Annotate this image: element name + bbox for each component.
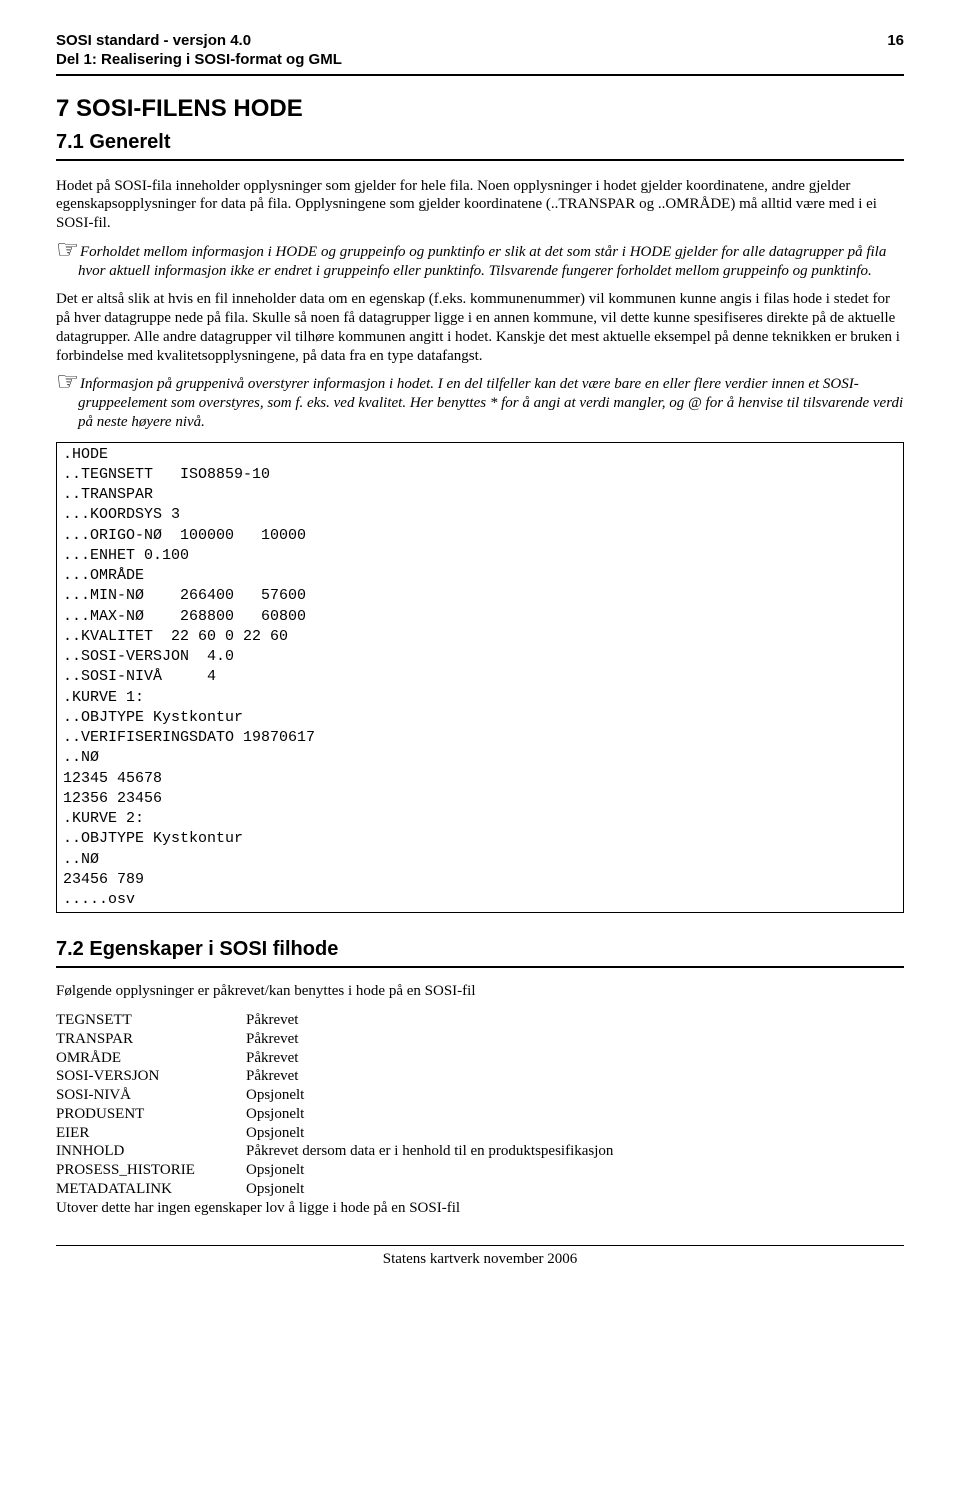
table-row: PRODUSENT Opsjonelt xyxy=(56,1105,904,1124)
prop-name: SOSI-NIVÅ xyxy=(56,1086,246,1105)
paragraph: Det er altså slik at hvis en fil innehol… xyxy=(56,290,904,365)
prop-name: TEGNSETT xyxy=(56,1011,246,1030)
header-subtitle: Del 1: Realisering i SOSI-format og GML xyxy=(56,51,904,70)
heading-2: 7.1 Generelt xyxy=(56,130,904,157)
prop-value: Påkrevet xyxy=(246,1067,904,1086)
prop-value: Påkrevet xyxy=(246,1049,904,1068)
table-row: SOSI-NIVÅ Opsjonelt xyxy=(56,1086,904,1105)
page-header: SOSI standard - versjon 4.0 16 Del 1: Re… xyxy=(56,32,904,70)
heading-2-block: 7.2 Egenskaper i SOSI filhode xyxy=(56,937,904,968)
note-text: Informasjon på gruppenivå overstyrer inf… xyxy=(78,376,903,430)
table-row: SOSI-VERSJON Påkrevet xyxy=(56,1067,904,1086)
properties-table: TEGNSETT Påkrevet TRANSPAR Påkrevet OMRÅ… xyxy=(56,1011,904,1199)
paragraph: Følgende opplysninger er påkrevet/kan be… xyxy=(56,982,904,1001)
prop-name: EIER xyxy=(56,1124,246,1143)
note-block: ☞Forholdet mellom informasjon i HODE og … xyxy=(56,243,904,281)
prop-name: INNHOLD xyxy=(56,1142,246,1161)
page-number: 16 xyxy=(887,32,904,51)
table-row: PROSESS_HISTORIE Opsjonelt xyxy=(56,1161,904,1180)
heading-2: 7.2 Egenskaper i SOSI filhode xyxy=(56,937,904,964)
prop-name: PROSESS_HISTORIE xyxy=(56,1161,246,1180)
prop-name: METADATALINK xyxy=(56,1180,246,1199)
prop-value: Opsjonelt xyxy=(246,1124,904,1143)
prop-name: SOSI-VERSJON xyxy=(56,1067,246,1086)
code-block: .HODE ..TEGNSETT ISO8859-10 ..TRANSPAR .… xyxy=(56,442,904,914)
prop-value: Opsjonelt xyxy=(246,1180,904,1199)
header-title: SOSI standard - versjon 4.0 xyxy=(56,32,251,51)
prop-value: Påkrevet xyxy=(246,1011,904,1030)
header-rule xyxy=(56,74,904,76)
heading-2-block: 7.1 Generelt xyxy=(56,130,904,161)
prop-name: TRANSPAR xyxy=(56,1030,246,1049)
table-row: INNHOLD Påkrevet dersom data er i henhol… xyxy=(56,1142,904,1161)
prop-value: Opsjonelt xyxy=(246,1086,904,1105)
table-row: EIER Opsjonelt xyxy=(56,1124,904,1143)
paragraph: Utover dette har ingen egenskaper lov å … xyxy=(56,1199,904,1218)
prop-value: Opsjonelt xyxy=(246,1161,904,1180)
table-row: TRANSPAR Påkrevet xyxy=(56,1030,904,1049)
heading-1: 7 SOSI-FILENS HODE xyxy=(56,94,904,124)
note-block: ☞Informasjon på gruppenivå overstyrer in… xyxy=(56,375,904,431)
prop-value: Påkrevet xyxy=(246,1030,904,1049)
table-row: TEGNSETT Påkrevet xyxy=(56,1011,904,1030)
heading-rule xyxy=(56,966,904,968)
prop-value: Påkrevet dersom data er i henhold til en… xyxy=(246,1142,904,1161)
prop-value: Opsjonelt xyxy=(246,1105,904,1124)
table-row: OMRÅDE Påkrevet xyxy=(56,1049,904,1068)
page-footer: Statens kartverk november 2006 xyxy=(56,1245,904,1269)
note-text: Forholdet mellom informasjon i HODE og g… xyxy=(78,244,886,279)
paragraph: Hodet på SOSI-fila inneholder opplysning… xyxy=(56,177,904,233)
prop-name: PRODUSENT xyxy=(56,1105,246,1124)
table-row: METADATALINK Opsjonelt xyxy=(56,1180,904,1199)
prop-name: OMRÅDE xyxy=(56,1049,246,1068)
heading-rule xyxy=(56,159,904,161)
